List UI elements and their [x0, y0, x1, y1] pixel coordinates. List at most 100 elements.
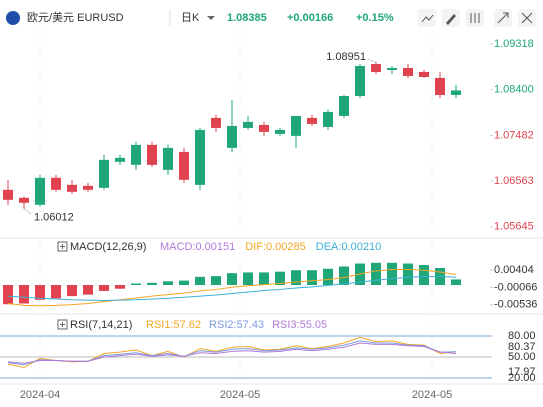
period[interactable]: 日K [181, 12, 200, 24]
macd-bar [3, 285, 13, 305]
candle-body [99, 159, 109, 188]
y-tick-label: 50.00 [508, 351, 536, 363]
candle-body [67, 184, 77, 192]
icon [497, 12, 509, 24]
rsi-title: RSI(7,14,21) [70, 319, 132, 331]
macd-bar [211, 276, 221, 285]
macd-bar [259, 272, 269, 285]
macd-bar [51, 285, 61, 299]
macd-bar [291, 270, 301, 285]
candle-body [419, 71, 429, 77]
y-tick-label: 1.08400 [494, 84, 534, 96]
macd-bar [323, 268, 333, 285]
annotation-leader [367, 58, 377, 63]
candle-body [163, 147, 173, 170]
candle-body [307, 117, 317, 124]
range-label: 17.97 [508, 366, 536, 378]
macd-bar [67, 285, 77, 297]
candle-body [3, 189, 13, 200]
candle-body [291, 115, 301, 136]
macd-bar [19, 285, 29, 304]
icon [421, 14, 434, 23]
rsi-line [7, 342, 457, 364]
macd-bar [131, 283, 141, 285]
macd-bar [387, 262, 397, 285]
macd-bar [195, 276, 205, 285]
y-tick-label: 1.09318 [494, 38, 534, 50]
candle-body [179, 151, 189, 180]
icon [446, 14, 456, 25]
candle-body [451, 90, 461, 95]
macd-line [7, 268, 457, 307]
candle-body [211, 117, 221, 128]
icon [470, 13, 480, 23]
candle-body [115, 157, 125, 162]
legend-entry: MACD:0.00151 [160, 241, 235, 253]
change: +0.00166 [287, 12, 333, 24]
macd-bar [163, 281, 173, 285]
macd-bar [35, 285, 45, 300]
candle-body [435, 77, 445, 95]
range-label: 80.37 [508, 341, 536, 353]
y-tick-label: -0.00066 [494, 281, 537, 293]
candle-body [195, 129, 205, 185]
x-tick-label: 2024-05 [412, 389, 452, 401]
price: 1.08385 [227, 12, 267, 24]
macd-bar [227, 273, 237, 285]
change-pct: +0.15% [356, 12, 394, 24]
y-tick-label: -0.00536 [494, 299, 537, 311]
candle-body [355, 66, 365, 96]
legend-entry: DIF:0.00285 [245, 241, 306, 253]
macd-bar [339, 266, 349, 285]
y-tick-label: 1.05645 [494, 221, 534, 233]
y-tick-label: 1.07482 [494, 129, 534, 141]
macd-bar [451, 279, 461, 285]
candle-body [35, 177, 45, 205]
flag-icon [6, 11, 20, 25]
candle-body [387, 68, 397, 71]
macd-bar [275, 271, 285, 285]
legend-entry: RSI3:55.05 [272, 319, 327, 331]
icon [521, 12, 533, 24]
candle-body [83, 185, 93, 190]
annotation: 1.06012 [34, 211, 74, 223]
candle-body [243, 121, 253, 128]
x-tick-label: 2024-04 [20, 389, 60, 401]
candle-body [19, 197, 29, 203]
macd-bar [83, 285, 93, 295]
candle-body [275, 129, 285, 134]
expand-icon [60, 322, 65, 327]
candle-body [51, 177, 61, 190]
y-tick-label: 20.00 [508, 372, 536, 384]
toolbar [418, 9, 536, 27]
annotation-leader [23, 208, 33, 215]
y-tick-label: 80.00 [508, 330, 536, 342]
x-tick-label: 2024-05 [220, 389, 260, 401]
annotation: 1.08951 [326, 51, 366, 63]
dropdown-arrow[interactable] [207, 16, 215, 20]
candle-body [323, 111, 333, 127]
macd-bar [419, 265, 429, 285]
legend-entry: RSI2:57.43 [209, 319, 264, 331]
macd-title: MACD(12,26,9) [70, 241, 146, 253]
macd-line [7, 275, 457, 302]
macd-bar [307, 270, 317, 285]
macd-bar [179, 280, 189, 285]
macd-bar [243, 272, 253, 285]
macd-bar [147, 282, 157, 285]
candle-body [339, 95, 349, 116]
candle-body [371, 64, 381, 72]
macd-bar [99, 285, 109, 291]
symbol: 欧元/美元 EURUSD [27, 11, 124, 24]
y-tick-label: 0.00404 [494, 264, 534, 276]
macd-bar [115, 285, 125, 289]
legend-entry: RSI1:57.62 [146, 319, 201, 331]
expand-icon [60, 244, 65, 249]
expand-icon[interactable] [57, 241, 68, 252]
candle-body [147, 144, 157, 165]
macd-bar [403, 263, 413, 285]
candle-body [259, 124, 269, 132]
expand-icon[interactable] [57, 319, 68, 330]
legend-entry: DEA:0.00210 [316, 241, 381, 253]
